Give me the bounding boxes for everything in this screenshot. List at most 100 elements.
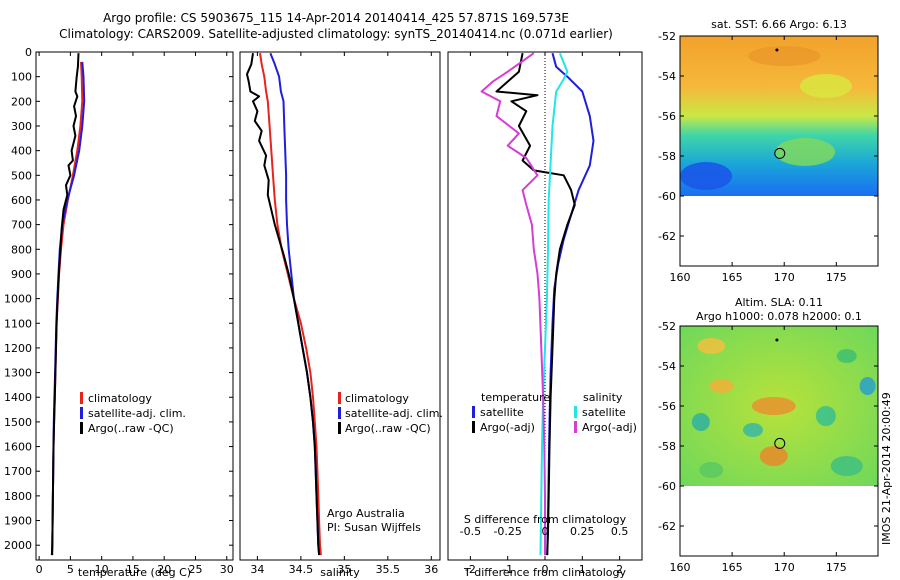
y-tick-label: 1700	[4, 465, 32, 478]
credit-line1: Argo Australia	[327, 507, 405, 520]
y-tick-label: -54	[658, 70, 676, 83]
track-marker	[775, 48, 779, 52]
y-tick-label: 1900	[4, 515, 32, 528]
y-tick-label: -52	[658, 320, 676, 333]
x-axis-label: temperature (deg C)	[78, 566, 191, 579]
map-frame	[679, 35, 879, 267]
map-title: sat. SST: 6.66 Argo: 6.13	[711, 18, 847, 31]
y-tick-label: 1400	[4, 391, 32, 404]
x-tick-label: 165	[722, 271, 743, 284]
y-tick-label: 800	[11, 243, 32, 256]
x-tick-label: 170	[774, 271, 795, 284]
y-tick-label: 1000	[4, 293, 32, 306]
x-tick-label: 160	[670, 271, 691, 284]
sla-anomaly-8	[759, 446, 788, 466]
legend-label-t-satellite: satellite	[480, 406, 524, 419]
argo-position-marker	[774, 147, 786, 159]
sla-anomaly-1	[836, 349, 857, 363]
sla-anomaly-10	[699, 462, 724, 478]
legend-swatch-s-argo	[574, 421, 577, 433]
x-tick-label: 160	[670, 561, 691, 574]
salinity-legend: climatology satellite-adj. clim. Argo(..…	[338, 392, 443, 435]
legend-label-climatology: climatology	[88, 392, 152, 405]
sst-map: -52 -54 -56 -58 -60 -62 160 165 170 175 sat. SST: …	[658, 18, 879, 284]
y-tick-label: 1200	[4, 342, 32, 355]
y-tick-label: 1100	[4, 317, 32, 330]
y-tick-label: 600	[11, 194, 32, 207]
legend-swatch-climatology	[338, 392, 341, 404]
x-axis-label: T difference from climatology	[463, 566, 626, 579]
s-tick-label: -0.25	[493, 525, 521, 538]
legend-label-satellite: satellite-adj. clim.	[88, 407, 186, 420]
y-tick-label: 500	[11, 169, 32, 182]
sla-anomaly-6	[691, 413, 710, 431]
legend-label-s-argo: Argo(-adj)	[582, 421, 637, 434]
y-tick-label: -56	[658, 400, 676, 413]
legend-swatch-argo	[338, 422, 341, 434]
x-tick-label: 35	[337, 563, 351, 576]
x-tick-label: -2	[465, 563, 476, 576]
figure-title-line2: Climatology: CARS2009. Satellite-adjuste…	[59, 27, 613, 41]
s-axis-label: S difference from climatology	[464, 513, 627, 526]
legend-label-argo: Argo(..raw -QC)	[345, 422, 431, 435]
legend-label-t-argo: Argo(-adj)	[480, 421, 535, 434]
y-tick-label: 1800	[4, 490, 32, 503]
imos-timestamp: IMOS 21-Apr-2014 20:00:49	[880, 392, 893, 545]
sla-anomaly-7	[742, 423, 763, 437]
y-tick-label: 1600	[4, 441, 32, 454]
difference-legend: temperature salinity satellite Argo(-adj…	[472, 391, 637, 434]
legend-label-s-satellite: satellite	[582, 406, 626, 419]
sst-warm-patch	[799, 74, 852, 98]
x-tick-label: 2	[616, 563, 623, 576]
track-marker	[775, 338, 779, 342]
legend-title-salinity: salinity	[583, 391, 623, 404]
y-tick-label: 200	[11, 95, 32, 108]
x-tick-label: 165	[722, 561, 743, 574]
map-subtitle: Argo h1000: 0.078 h2000: 0.1	[696, 310, 862, 323]
y-tick-label: 900	[11, 268, 32, 281]
legend-label-satellite: satellite-adj. clim.	[345, 407, 443, 420]
x-tick-label: 175	[826, 271, 847, 284]
y-tick-label: -56	[658, 110, 676, 123]
x-tick-label: 1	[579, 563, 586, 576]
sla-anomaly-2	[859, 377, 876, 395]
temperature-panel: 0100200300400500600700800900100011001200…	[4, 46, 234, 579]
x-tick-label: 175	[826, 561, 847, 574]
legend-label-climatology: climatology	[345, 392, 409, 405]
x-tick-label: 34	[250, 563, 264, 576]
argo-position-marker	[774, 437, 786, 449]
x-tick-label: 5	[67, 563, 74, 576]
x-tick-label: 15	[126, 563, 140, 576]
series-line-1-0	[259, 53, 322, 556]
temperature-legend: climatology satellite-adj. clim. Argo(..…	[80, 392, 186, 435]
sst-hot-patch	[748, 46, 821, 66]
sst-mid-patch	[775, 138, 836, 166]
sst-cold-patch	[680, 162, 733, 190]
sla-anomaly-0	[697, 338, 726, 354]
legend-swatch-climatology	[80, 392, 83, 404]
x-tick-label: 34.5	[289, 563, 314, 576]
s-tick-label: 0.25	[570, 525, 595, 538]
x-tick-label: 25	[188, 563, 202, 576]
series-line-0-2	[50, 53, 80, 556]
y-tick-label: 700	[11, 219, 32, 232]
y-tick-label: 2000	[4, 539, 32, 552]
y-tick-label: 400	[11, 145, 32, 158]
legend-swatch-satellite	[80, 407, 83, 419]
legend-label-argo: Argo(..raw -QC)	[88, 422, 174, 435]
salinity-panel: 34 34.5 35 35.5 36 salinity	[239, 51, 441, 579]
y-tick-label: -60	[658, 190, 676, 203]
legend-swatch-satellite	[338, 407, 341, 419]
map-title: Altim. SLA: 0.11	[735, 296, 823, 309]
x-tick-label: 35.5	[376, 563, 401, 576]
map-frame	[679, 325, 879, 557]
y-tick-label: -54	[658, 360, 676, 373]
figure-title-line1: Argo profile: CS 5903675_115 14-Apr-2014…	[103, 11, 569, 25]
credit-line2: PI: Susan Wijffels	[327, 521, 421, 534]
x-tick-label: 0	[542, 563, 549, 576]
s-tick-label: 0	[542, 525, 549, 538]
y-tick-label: 100	[11, 71, 32, 84]
legend-title-temperature: temperature	[481, 391, 550, 404]
sla-anomaly-5	[815, 406, 836, 426]
